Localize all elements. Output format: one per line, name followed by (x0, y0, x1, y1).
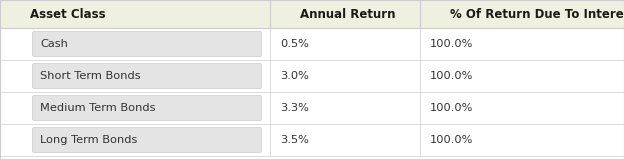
Bar (0, 28, 624, 60)
FancyBboxPatch shape (32, 128, 261, 152)
Text: 0.5%: 0.5% (280, 39, 309, 49)
FancyBboxPatch shape (32, 63, 261, 89)
Text: 100.0%: 100.0% (430, 71, 474, 81)
FancyBboxPatch shape (32, 96, 261, 121)
Text: Long Term Bonds: Long Term Bonds (40, 135, 137, 145)
Text: 100.0%: 100.0% (430, 103, 474, 113)
Text: 3.0%: 3.0% (280, 71, 309, 81)
Text: Annual Return: Annual Return (300, 7, 396, 21)
Text: Asset Class: Asset Class (30, 7, 105, 21)
Text: 100.0%: 100.0% (430, 39, 474, 49)
Bar (0, 92, 624, 124)
Text: 3.3%: 3.3% (280, 103, 309, 113)
Text: 100.0%: 100.0% (430, 135, 474, 145)
Text: Medium Term Bonds: Medium Term Bonds (40, 103, 155, 113)
Bar (0, 124, 624, 156)
Text: Cash: Cash (40, 39, 68, 49)
Text: Short Term Bonds: Short Term Bonds (40, 71, 140, 81)
Bar (0, 0, 624, 28)
Text: 3.5%: 3.5% (280, 135, 309, 145)
FancyBboxPatch shape (32, 31, 261, 56)
Text: % Of Return Due To Interest: % Of Return Due To Interest (450, 7, 624, 21)
Bar (0, 60, 624, 92)
